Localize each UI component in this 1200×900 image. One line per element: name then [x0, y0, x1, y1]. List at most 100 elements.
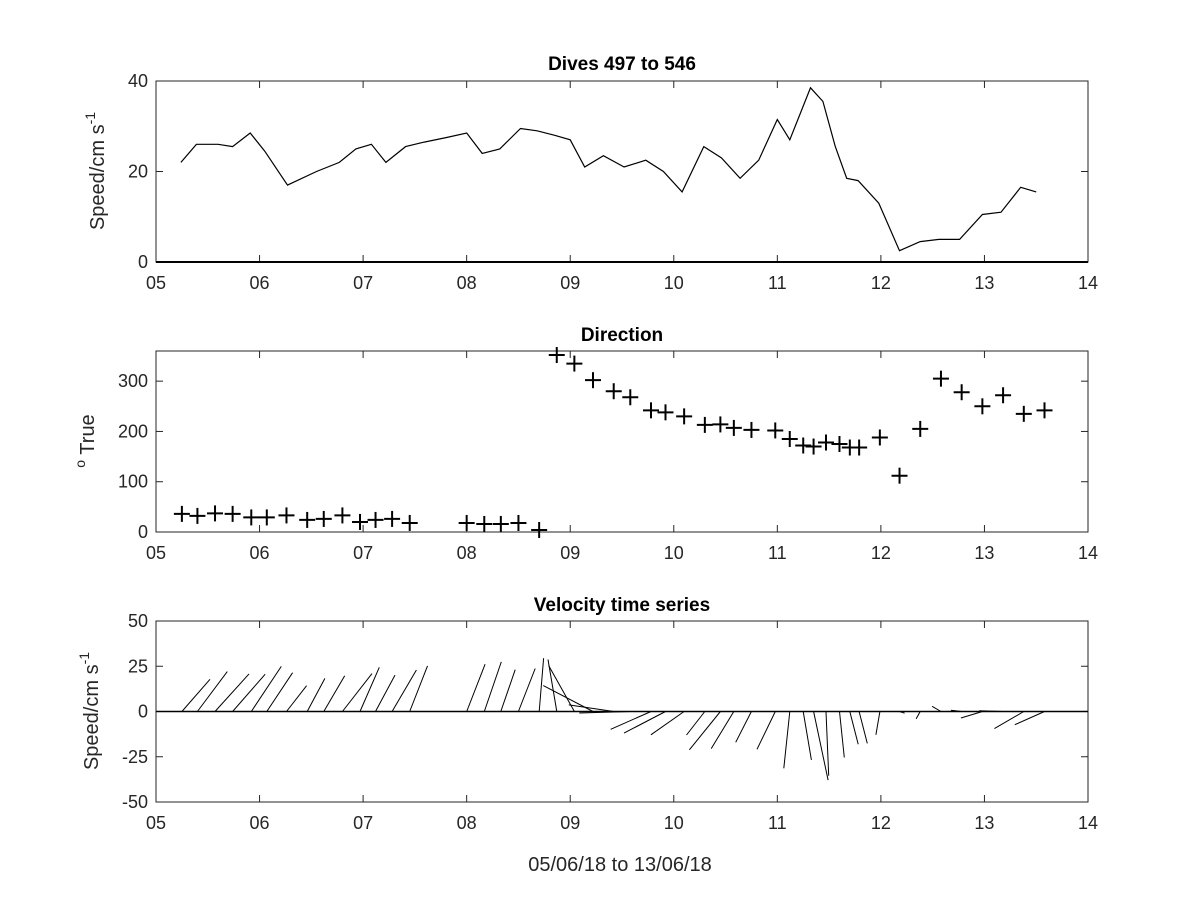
- direction-marker: [566, 355, 583, 372]
- velocity-stick: [950, 709, 962, 712]
- velocity-x-tick-label: 07: [353, 813, 373, 833]
- velocity-stick: [286, 685, 307, 712]
- velocity-stick: [181, 678, 211, 712]
- velocity-x-tick-label: 14: [1078, 813, 1098, 833]
- direction-marker: [622, 389, 639, 406]
- direction-x-tick-label: 11: [768, 543, 787, 563]
- direction-y-axis-label-superscript: o: [72, 460, 88, 468]
- velocity-stick: [232, 673, 266, 712]
- direction-marker: [1036, 402, 1053, 419]
- direction-y-tick-label: 0: [138, 522, 148, 542]
- velocity-x-tick-label: 10: [664, 813, 684, 833]
- direction-panel: Direction o True 05 06 07 08 09 10 11 12 13 14 0 10…: [72, 325, 1098, 563]
- velocity-chart-title: Velocity time series: [534, 595, 710, 616]
- velocity-stick: [1014, 711, 1045, 726]
- direction-marker: [189, 507, 206, 524]
- velocity-stick-layer: [156, 658, 1088, 781]
- velocity-stick: [686, 711, 706, 736]
- velocity-y-tick-label: 25: [128, 656, 148, 676]
- speed-chart-title: Dives 497 to 546: [548, 54, 696, 75]
- speed-x-tick-label: 09: [560, 273, 580, 293]
- direction-marker: [932, 370, 949, 387]
- speed-x-tick-label: 08: [457, 273, 477, 293]
- direction-marker: [767, 422, 784, 439]
- velocity-stick: [579, 711, 631, 714]
- velocity-x-tick-label: 12: [871, 813, 891, 833]
- direction-marker: [492, 515, 509, 532]
- direction-x-tick-label: 05: [146, 543, 166, 563]
- direction-marker: [315, 510, 332, 527]
- direction-marker: [1015, 405, 1032, 422]
- speed-x-tick-label: 07: [353, 273, 373, 293]
- speed-y-tick-label: 40: [128, 71, 148, 91]
- speed-x-tick-label: 10: [664, 273, 684, 293]
- direction-marker: [367, 511, 384, 528]
- velocity-x-tick-label: 11: [768, 813, 787, 833]
- speed-x-tick-label: 06: [250, 273, 270, 293]
- velocity-stick: [979, 710, 1004, 712]
- velocity-stick: [756, 711, 776, 750]
- direction-marker: [871, 429, 888, 446]
- velocity-stick: [915, 711, 921, 720]
- direction-marker: [548, 347, 565, 364]
- velocity-y-axis-label-main: Speed/cm s: [81, 664, 103, 770]
- velocity-x-tick-label: 13: [974, 813, 994, 833]
- direction-marker: [805, 438, 822, 455]
- speed-x-tick-label: 14: [1078, 273, 1098, 293]
- direction-y-tick-label: 300: [118, 371, 148, 391]
- direction-x-tick-label: 14: [1078, 543, 1098, 563]
- direction-marker: [207, 505, 224, 522]
- velocity-stick: [568, 704, 614, 712]
- direction-marker: [384, 510, 401, 527]
- velocity-stick: [483, 661, 502, 712]
- velocity-stick: [710, 711, 735, 749]
- velocity-stick: [813, 711, 829, 781]
- direction-marker: [173, 505, 190, 522]
- velocity-x-tick-label: 06: [250, 813, 270, 833]
- speed-x-tick-label: 13: [974, 273, 994, 293]
- direction-marker: [224, 505, 241, 522]
- direction-marker: [585, 372, 602, 389]
- velocity-stick: [306, 678, 326, 712]
- velocity-stick: [538, 658, 545, 712]
- direction-marker-layer: [173, 347, 1053, 538]
- velocity-stick: [849, 711, 859, 745]
- velocity-stick: [802, 711, 812, 760]
- direction-marker: [818, 434, 835, 451]
- speed-y-tick-label: 0: [138, 252, 148, 272]
- velocity-stick: [650, 711, 685, 736]
- velocity-stick: [342, 673, 373, 712]
- direction-marker: [278, 507, 295, 524]
- velocity-y-tick-label: 0: [138, 702, 148, 722]
- speed-x-tick-label: 05: [146, 273, 166, 293]
- direction-marker: [352, 513, 369, 530]
- speed-y-axis-label-main: Speed/cm s: [87, 124, 109, 230]
- velocity-stick: [960, 711, 983, 719]
- velocity-x-tick-label: 09: [560, 813, 580, 833]
- direction-y-axis-label: o True: [72, 414, 99, 467]
- direction-x-tick-label: 09: [560, 543, 580, 563]
- velocity-stick: [214, 673, 250, 712]
- velocity-stick: [500, 669, 516, 712]
- direction-marker: [831, 436, 848, 453]
- velocity-y-tick-label: -25: [122, 747, 148, 767]
- velocity-stick: [735, 711, 752, 743]
- direction-marker: [696, 416, 713, 433]
- velocity-stick: [623, 711, 666, 734]
- velocity-stick: [323, 675, 346, 712]
- velocity-stick: [610, 711, 652, 730]
- velocity-stick: [825, 711, 830, 776]
- velocity-stick: [548, 665, 575, 712]
- speed-x-tick-label: 11: [768, 273, 787, 293]
- direction-marker: [974, 398, 991, 415]
- velocity-stick: [517, 668, 536, 712]
- velocity-stick: [409, 665, 428, 712]
- direction-marker: [258, 509, 275, 526]
- direction-marker: [334, 507, 351, 524]
- velocity-ticks: 05 06 07 08 09 10 11 12 13 14 -50 -25 0 25 50: [122, 611, 1098, 833]
- velocity-stick: [931, 705, 942, 712]
- velocity-y-tick-label: 50: [128, 611, 148, 631]
- speed-ticks: 05 06 07 08 09 10 11 12 13 14 0 20 40: [128, 71, 1098, 293]
- direction-marker: [781, 430, 798, 447]
- velocity-stick: [375, 674, 396, 712]
